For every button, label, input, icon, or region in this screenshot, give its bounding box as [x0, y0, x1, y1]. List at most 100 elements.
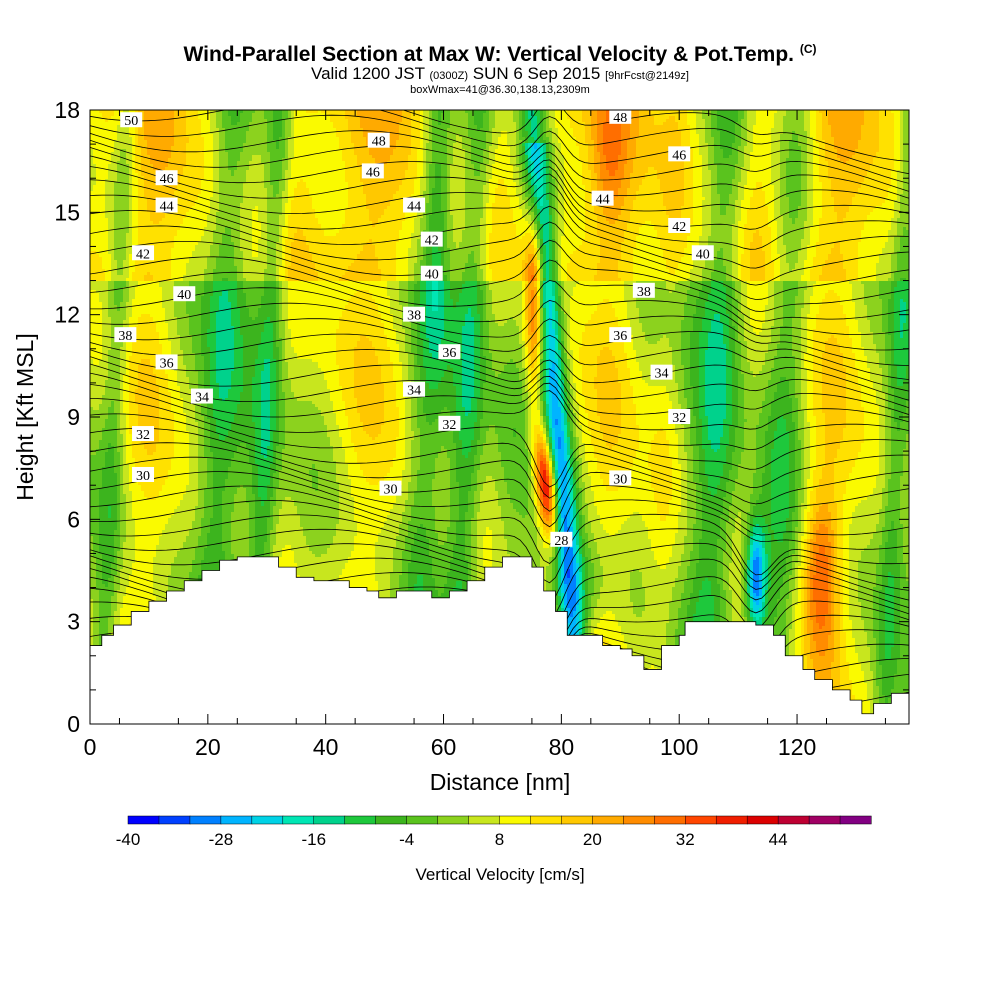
colorbar-swatch — [623, 816, 654, 824]
isentrope-label: 44 — [403, 198, 425, 215]
colorbar-swatch — [592, 816, 623, 824]
isentrope-label: 38 — [633, 283, 655, 300]
y-tick-label: 9 — [67, 404, 80, 430]
isentrope-label: 46 — [668, 146, 690, 163]
colorbar-tick-label: 20 — [583, 830, 602, 849]
isentrope-label-text: 34 — [195, 391, 209, 406]
colorbar-swatch — [747, 816, 778, 824]
colorbar-swatch — [778, 816, 809, 824]
y-tick-label: 0 — [67, 711, 80, 737]
isentrope-label: 48 — [368, 133, 390, 150]
colorbar-swatch — [407, 816, 438, 824]
isentrope-label-text: 30 — [613, 472, 627, 487]
isentrope-label: 40 — [173, 286, 195, 303]
isentrope-label: 30 — [132, 467, 154, 484]
isentrope-label: 34 — [651, 365, 673, 382]
isentrope-label: 38 — [114, 327, 136, 344]
y-tick-label: 3 — [67, 609, 80, 635]
y-axis-label: Height [Kft MSL] — [12, 333, 38, 500]
isentrope-label: 36 — [609, 327, 631, 344]
isentrope-label-text: 34 — [407, 384, 421, 399]
colorbar-swatch — [654, 816, 685, 824]
isentrope-label-text: 28 — [554, 534, 568, 549]
isentrope-label: 32 — [668, 409, 690, 426]
isentrope-label-text: 44 — [160, 200, 174, 215]
isentrope-label-text: 34 — [655, 367, 669, 382]
isentrope-label: 46 — [156, 170, 178, 187]
isentrope-label: 30 — [609, 470, 631, 487]
colorbar: -40 -28 -16 -4 8 20 32 44 — [116, 816, 872, 849]
y-tick-label: 15 — [54, 199, 80, 225]
isentrope-label-text: 36 — [442, 346, 456, 361]
isentrope-label-text: 32 — [136, 428, 150, 443]
colorbar-tick-label: -16 — [301, 830, 326, 849]
isentrope-label: 42 — [132, 245, 154, 262]
x-tick-label: 20 — [195, 734, 221, 760]
colorbar-tick-label: -28 — [209, 830, 234, 849]
colorbar-tick-label: 44 — [769, 830, 788, 849]
colorbar-swatch — [530, 816, 561, 824]
colorbar-swatch — [685, 816, 716, 824]
isentrope-label-text: 36 — [160, 356, 174, 371]
colorbar-swatch — [345, 816, 376, 824]
x-tick-label: 80 — [549, 734, 575, 760]
isentrope-label: 42 — [421, 232, 443, 249]
isentrope-label-text: 46 — [366, 165, 380, 180]
isentrope-label: 34 — [191, 389, 213, 406]
isentrope-label-text: 46 — [672, 148, 686, 163]
isentrope-label-text: 44 — [596, 193, 610, 208]
isentrope-label: 46 — [362, 163, 384, 180]
isentrope-label-text: 38 — [118, 329, 132, 344]
x-tick-label: 120 — [778, 734, 816, 760]
isentrope-label-text: 42 — [425, 234, 439, 249]
colorbar-swatch — [283, 816, 314, 824]
isentrope-label: 50 — [120, 112, 142, 129]
colorbar-swatch — [190, 816, 221, 824]
colorbar-tick-label: -40 — [116, 830, 141, 849]
cross-section-chart: 50484846 464644 44 444242424040403838383636… — [0, 0, 1000, 1000]
colorbar-swatch — [128, 816, 159, 824]
isentrope-label-text: 48 — [613, 111, 627, 126]
isentrope-label-text: 40 — [696, 247, 710, 262]
isentrope-label-text: 30 — [136, 469, 150, 484]
colorbar-swatch — [376, 816, 407, 824]
isentrope-label-text: 38 — [407, 309, 421, 324]
colorbar-tick-label: 8 — [495, 830, 504, 849]
isentrope-label-text: 40 — [425, 268, 439, 283]
isentrope-label-text: 48 — [372, 135, 386, 150]
isentrope-label-text: 42 — [136, 247, 150, 262]
isentrope-label: 44 — [156, 198, 178, 215]
isentrope-label-text: 36 — [613, 329, 627, 344]
colorbar-tick-label: -4 — [399, 830, 414, 849]
colorbar-tick-label: 32 — [676, 830, 695, 849]
colorbar-label: Vertical Velocity [cm/s] — [415, 865, 584, 884]
isentrope-label: 32 — [132, 426, 154, 443]
colorbar-swatch — [716, 816, 747, 824]
isentrope-label-text: 50 — [124, 114, 138, 129]
isentrope-label-text: 40 — [177, 288, 191, 303]
isentrope-label-text: 30 — [383, 483, 397, 498]
colorbar-swatch — [561, 816, 592, 824]
colorbar-swatch — [314, 816, 345, 824]
isentrope-label: 42 — [668, 218, 690, 235]
isentrope-label: 36 — [438, 344, 460, 361]
colorbar-swatch — [252, 816, 283, 824]
isentrope-label: 36 — [156, 354, 178, 371]
isentrope-label: 30 — [379, 481, 401, 498]
colorbar-swatch — [438, 816, 469, 824]
colorbar-swatch — [221, 816, 252, 824]
isentrope-label: 40 — [692, 245, 714, 262]
isentrope-label-text: 44 — [407, 200, 421, 215]
x-tick-label: 100 — [660, 734, 698, 760]
isentrope-label: 38 — [403, 307, 425, 324]
isentrope-label: 44 — [592, 191, 614, 208]
isentrope-label-text: 46 — [160, 172, 174, 187]
isentrope-label-text: 32 — [442, 418, 456, 433]
isentrope-label: 34 — [403, 382, 425, 399]
y-tick-label: 6 — [67, 506, 80, 532]
colorbar-swatch — [500, 816, 531, 824]
colorbar-swatch — [159, 816, 190, 824]
isentrope-label: 32 — [438, 416, 460, 433]
colorbar-swatch — [469, 816, 500, 824]
colorbar-swatch — [809, 816, 840, 824]
